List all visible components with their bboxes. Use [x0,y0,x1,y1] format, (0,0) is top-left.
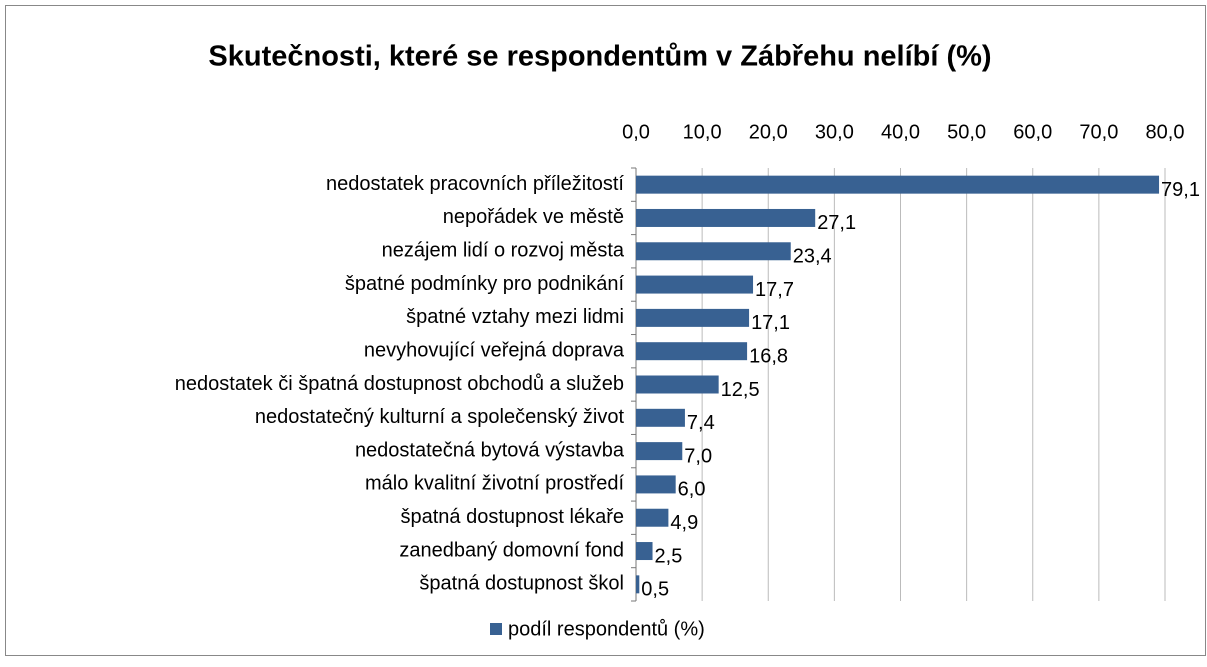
data-label: 79,1 [1161,179,1200,201]
bar [636,375,719,394]
bar [636,542,653,561]
data-label: 17,1 [751,312,790,334]
y-tick-label: nedostatek pracovních příležitostí [326,173,624,195]
bar [636,342,748,361]
chart-title: Skutečnosti, které se respondentům v Záb… [208,41,991,73]
y-tick-label: nedostatečný kulturní a společenský živo… [255,406,625,428]
y-tick-label: nevyhovující veřejná doprava [364,339,625,361]
y-tick-label: špatná dostupnost škol [419,573,624,595]
x-tick-label: 50,0 [947,121,986,143]
data-label: 0,5 [641,579,669,601]
legend-label: podíl respondentů (%) [508,618,705,640]
data-label: 4,9 [670,512,698,534]
y-tick-label: zanedbaný domovní fond [399,539,624,561]
x-tick-label: 20,0 [749,121,788,143]
data-label: 6,0 [678,479,706,501]
data-label: 7,0 [684,445,712,467]
bar [636,508,669,527]
y-tick-label: nepořádek ve městě [443,206,624,228]
bar [636,208,816,227]
bar [636,308,750,327]
y-tick-label: málo kvalitní životní prostředí [365,473,624,495]
y-tick-label: špatná dostupnost lékaře [401,506,625,528]
y-tick-label: nezájem lidí o rozvoj města [382,240,625,262]
data-label: 17,7 [755,279,794,301]
data-label: 16,8 [749,345,788,367]
x-tick-label: 80,0 [1146,121,1185,143]
x-tick-label: 40,0 [881,121,920,143]
data-label: 27,1 [817,212,856,234]
y-tick-label: špatné vztahy mezi lidmi [406,306,624,328]
x-tick-label: 30,0 [815,121,854,143]
bar [636,275,754,294]
bar [636,408,685,427]
y-tick-label: špatné podmínky pro podnikání [345,273,625,295]
x-tick-label: 70,0 [1079,121,1118,143]
x-tick-label: 10,0 [683,121,722,143]
x-tick-label: 60,0 [1013,121,1052,143]
y-tick-label: nedostatečná bytová výstavba [355,439,625,461]
bar [636,575,640,594]
bar [636,475,676,494]
bar [636,242,791,261]
data-label: 23,4 [793,246,832,268]
data-label: 2,5 [655,545,683,567]
x-tick-label: 0,0 [622,121,650,143]
y-tick-label: nedostatek či špatná dostupnost obchodů … [175,373,624,395]
chart-border [5,5,1206,656]
data-label: 7,4 [687,412,715,434]
bar [636,175,1160,194]
legend-swatch [490,623,502,635]
data-label: 12,5 [721,379,760,401]
bar [636,442,683,461]
